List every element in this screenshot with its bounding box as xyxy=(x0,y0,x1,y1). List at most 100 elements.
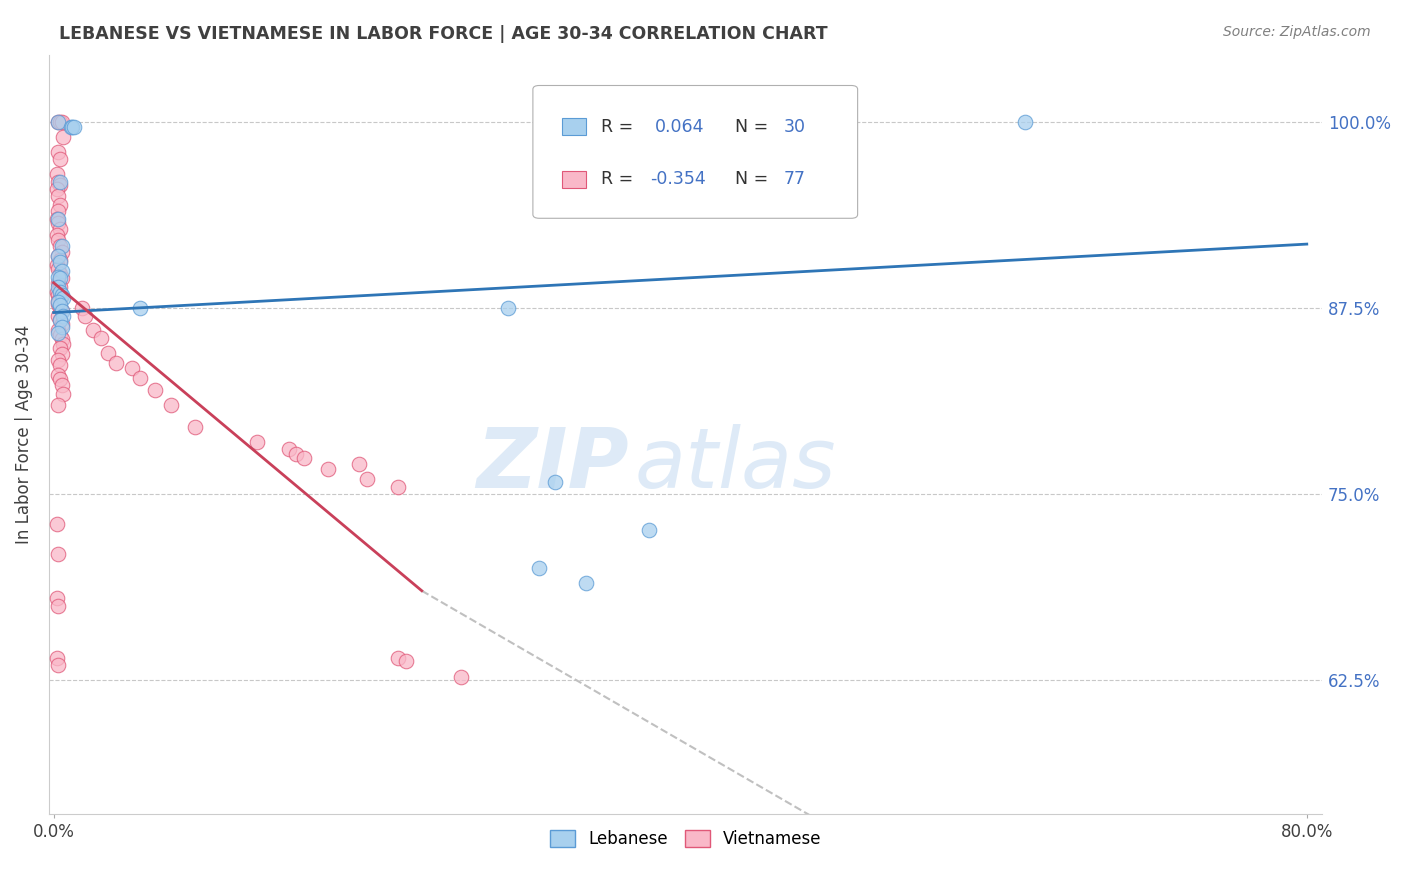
Point xyxy=(45,228,67,243)
Point xyxy=(544,475,567,490)
Text: -0.354: -0.354 xyxy=(650,170,706,188)
Point xyxy=(45,258,67,272)
Point xyxy=(63,120,86,134)
Point xyxy=(48,309,70,323)
Point xyxy=(49,285,72,299)
Point xyxy=(45,650,67,665)
Point xyxy=(48,280,70,294)
Point xyxy=(316,462,339,476)
Point xyxy=(1014,115,1036,129)
Text: R =: R = xyxy=(602,118,644,136)
Point xyxy=(48,145,70,159)
Point xyxy=(48,658,70,673)
Point xyxy=(49,327,72,342)
Point xyxy=(160,398,183,412)
Point xyxy=(48,262,70,277)
Point xyxy=(49,280,72,294)
Point xyxy=(529,561,551,575)
Point xyxy=(45,285,67,299)
Point xyxy=(121,360,143,375)
Point xyxy=(395,654,418,668)
Point xyxy=(49,198,72,212)
Point xyxy=(82,323,104,337)
Point xyxy=(45,167,67,181)
Point xyxy=(49,271,72,285)
Point xyxy=(48,323,70,337)
Point xyxy=(49,301,72,315)
Point xyxy=(51,244,73,259)
Point xyxy=(48,269,70,284)
Point xyxy=(49,153,72,167)
Point xyxy=(48,175,70,189)
Point xyxy=(97,345,120,359)
Point xyxy=(51,264,73,278)
Point xyxy=(128,301,150,315)
Point xyxy=(48,249,70,263)
Point xyxy=(48,547,70,561)
Point xyxy=(48,295,70,310)
FancyBboxPatch shape xyxy=(533,86,858,219)
Point xyxy=(73,309,96,323)
Point xyxy=(45,211,67,226)
Text: atlas: atlas xyxy=(634,425,837,506)
Point xyxy=(48,276,70,290)
Point xyxy=(49,313,72,327)
Point xyxy=(49,298,72,312)
Point xyxy=(52,309,75,323)
Point xyxy=(49,313,72,327)
FancyBboxPatch shape xyxy=(562,171,586,188)
Point xyxy=(183,420,205,434)
Point xyxy=(48,599,70,613)
Point xyxy=(51,271,73,285)
Point xyxy=(496,301,519,315)
Text: 0.064: 0.064 xyxy=(655,118,704,136)
Text: 30: 30 xyxy=(783,118,806,136)
Text: R =: R = xyxy=(602,170,640,188)
Point xyxy=(145,383,167,397)
Point xyxy=(49,267,72,281)
Point xyxy=(285,447,308,461)
Point xyxy=(48,287,70,301)
Point xyxy=(49,341,72,355)
Point xyxy=(51,304,73,318)
Point xyxy=(48,296,70,310)
Point xyxy=(48,249,70,263)
Point xyxy=(48,115,70,129)
Point xyxy=(62,120,84,134)
Point xyxy=(246,434,269,449)
Point xyxy=(48,189,70,203)
Point xyxy=(49,238,72,252)
Point xyxy=(48,211,70,226)
Point xyxy=(45,591,67,606)
Point xyxy=(51,320,73,334)
Point xyxy=(52,130,75,145)
Point xyxy=(49,175,72,189)
FancyBboxPatch shape xyxy=(562,119,586,136)
Point xyxy=(128,371,150,385)
Point xyxy=(48,326,70,341)
Point xyxy=(48,353,70,368)
Point xyxy=(292,451,315,466)
Point xyxy=(51,238,73,252)
Text: N =: N = xyxy=(735,118,773,136)
Point xyxy=(48,368,70,382)
Point xyxy=(51,287,73,301)
Point xyxy=(49,255,72,269)
Point xyxy=(49,358,72,372)
Legend: Lebanese, Vietnamese: Lebanese, Vietnamese xyxy=(543,823,828,855)
Point xyxy=(48,204,70,219)
Text: ZIP: ZIP xyxy=(475,425,628,506)
Point xyxy=(48,115,70,129)
Text: Source: ZipAtlas.com: Source: ZipAtlas.com xyxy=(1223,25,1371,39)
Point xyxy=(51,318,73,332)
Point xyxy=(277,442,299,457)
Point xyxy=(48,398,70,412)
Point xyxy=(347,458,370,472)
Point xyxy=(356,472,378,486)
Point xyxy=(48,216,70,230)
Point xyxy=(49,372,72,386)
Point xyxy=(52,387,75,401)
Point xyxy=(59,120,82,134)
Point xyxy=(51,378,73,392)
Text: 77: 77 xyxy=(783,170,806,188)
